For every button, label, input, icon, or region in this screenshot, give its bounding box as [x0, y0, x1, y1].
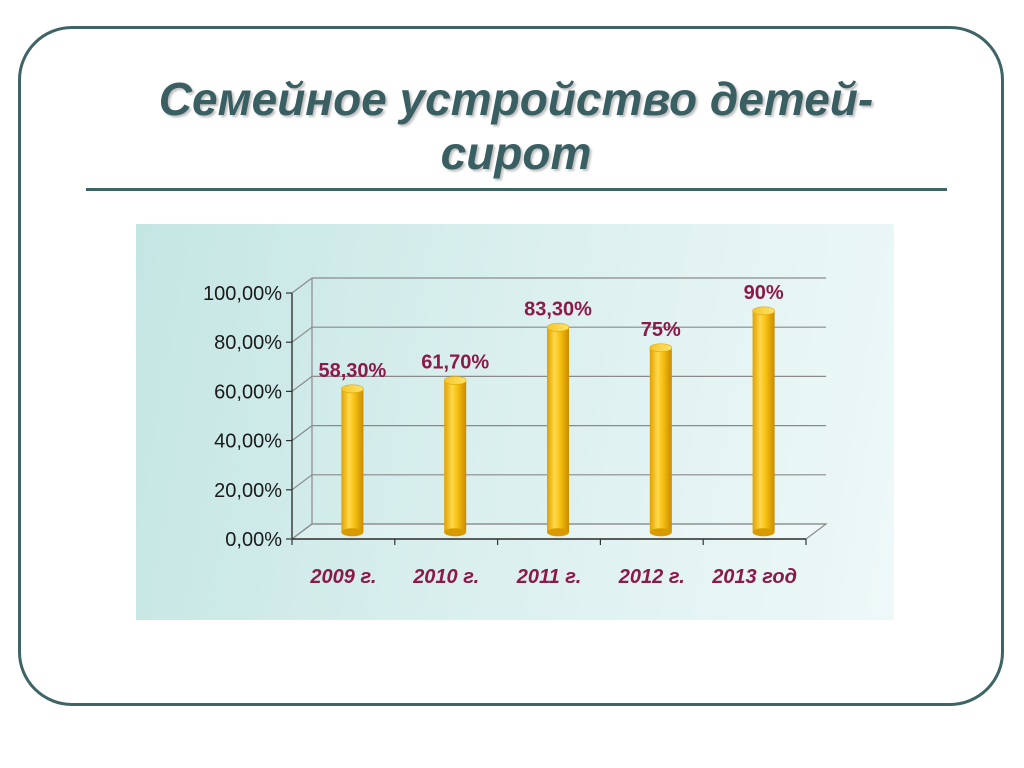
bar: [443, 376, 467, 537]
gridline: [286, 277, 826, 294]
title-underline: [86, 188, 947, 191]
chart-panel: 0,00% 20,00% 40,00% 60,00% 80,00% 100,00% 58,…: [136, 224, 894, 620]
bar: [546, 323, 570, 537]
y-axis-ticks: 0,00% 20,00% 40,00% 60,00% 80,00% 100,00%: [203, 283, 282, 551]
data-labels: 58,30% 61,70% 83,30% 75% 90%: [318, 282, 783, 382]
y-tick-label: 40,00%: [214, 431, 282, 453]
slide-title: Семейное устройство детей-сирот: [158, 73, 874, 179]
bar: [341, 384, 364, 537]
x-tick-label: 2009 г.: [309, 566, 376, 588]
bar: [752, 306, 775, 537]
data-label: 83,30%: [524, 298, 592, 320]
data-label: 90%: [744, 282, 784, 304]
bars: [341, 306, 775, 537]
x-tick-label: 2012 г.: [618, 566, 685, 588]
y-tick-label: 80,00%: [214, 332, 282, 354]
bar: [649, 343, 673, 537]
data-label: 58,30%: [318, 360, 386, 382]
x-tick-label: 2011 г.: [516, 566, 582, 588]
data-label: 75%: [641, 319, 681, 341]
bar-chart: 0,00% 20,00% 40,00% 60,00% 80,00% 100,00% 58,…: [203, 277, 828, 588]
y-tick-label: 20,00%: [214, 480, 282, 502]
y-tick-label: 0,00%: [225, 529, 282, 551]
x-tick-label: 2013 год: [711, 566, 797, 588]
x-tick-label: 2010 г.: [412, 566, 479, 588]
y-tick-label: 100,00%: [203, 283, 282, 305]
data-label: 61,70%: [421, 351, 489, 373]
x-axis-ticks: 2009 г. 2010 г. 2011 г. 2012 г. 2013 год: [309, 566, 797, 588]
y-tick-label: 60,00%: [214, 381, 282, 403]
